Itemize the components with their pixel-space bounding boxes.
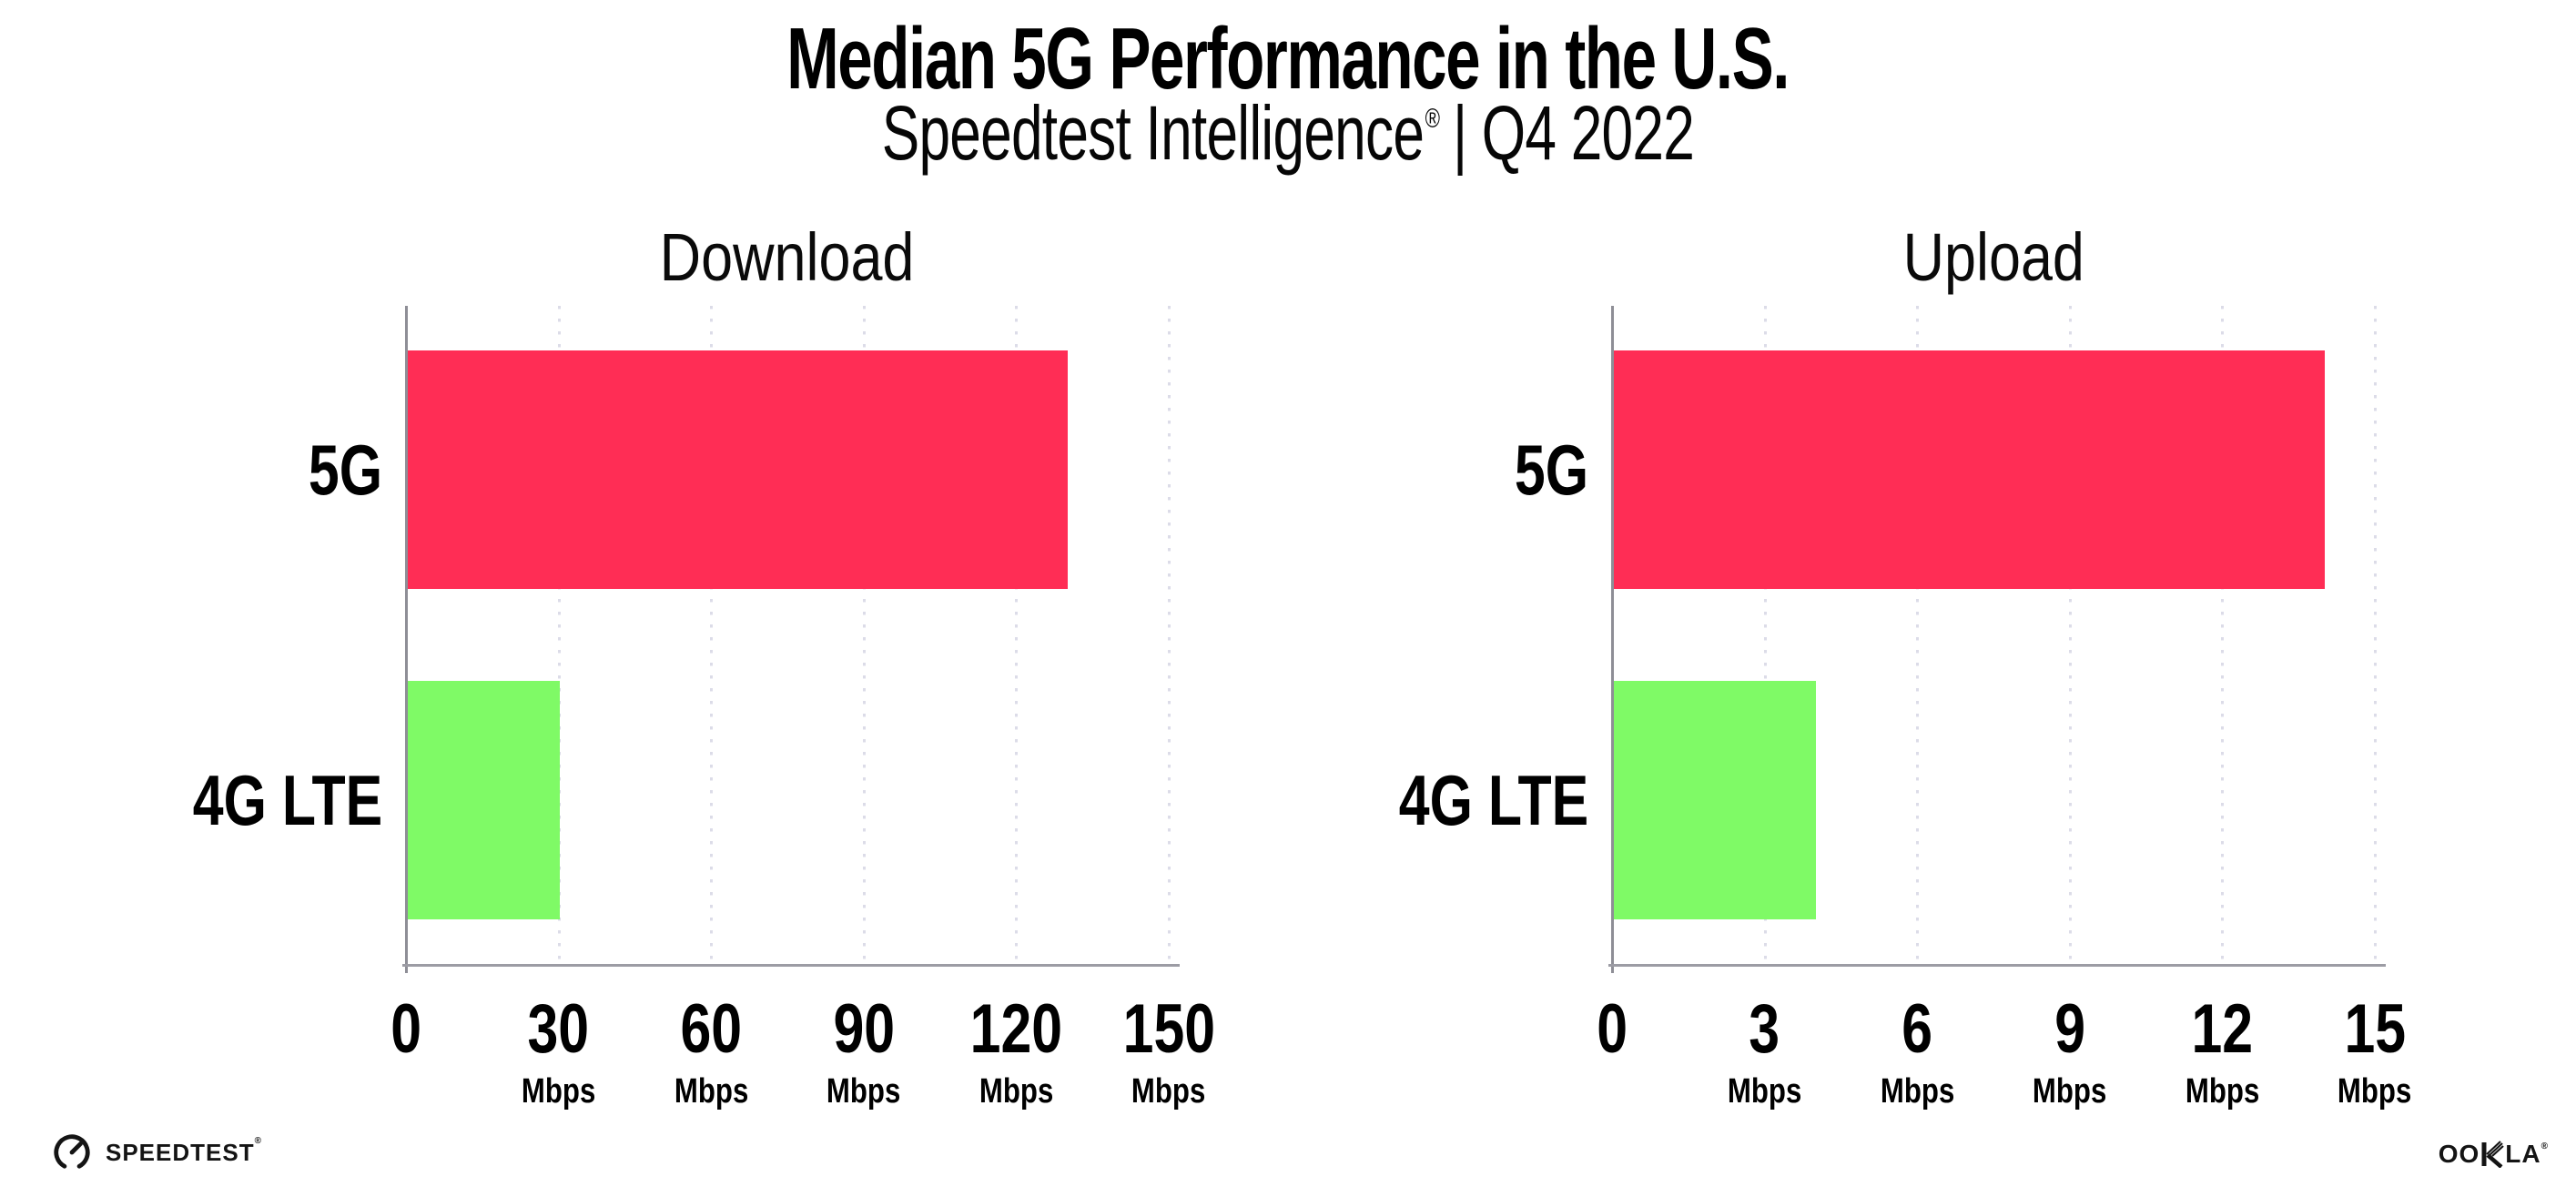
chart-download: Download 0 30 Mbps 60 Mbps 90 Mbps 120 Mbps 150 Mb… bbox=[124, 209, 1215, 1120]
chart-title: Upload bbox=[1902, 219, 2084, 295]
x-tick-value: 6 bbox=[1902, 990, 1933, 1068]
x-tick-0: 0 bbox=[324, 995, 488, 1064]
category-label-4g-lte: 4G LTE bbox=[192, 760, 382, 840]
x-tick-value: 60 bbox=[680, 990, 742, 1068]
subtitle-brand: Speedtest Intelligence bbox=[881, 90, 1425, 176]
x-tick-120: 120 Mbps bbox=[934, 990, 1098, 1111]
y-axis-line bbox=[1611, 306, 1614, 973]
y-axis-line bbox=[405, 306, 408, 973]
plot-area bbox=[402, 306, 1180, 973]
x-tick-value: 150 bbox=[1122, 990, 1215, 1068]
x-tick-unit: Mbps bbox=[2033, 1072, 2107, 1111]
gridline bbox=[557, 306, 561, 966]
x-tick-value: 9 bbox=[2054, 990, 2085, 1068]
gridline bbox=[1763, 306, 1767, 966]
plot-area bbox=[1608, 306, 2386, 973]
x-axis-line bbox=[402, 964, 1180, 967]
bar-4g-lte bbox=[1613, 681, 1817, 919]
x-axis-line bbox=[1608, 964, 2386, 967]
subtitle-divider: | bbox=[1453, 90, 1467, 176]
x-tick-unit: Mbps bbox=[521, 1072, 596, 1111]
bar-5g bbox=[407, 350, 1069, 589]
speedtest-logo: SPEEDTEST® bbox=[51, 1131, 262, 1173]
x-tick-value: 3 bbox=[1749, 990, 1780, 1068]
x-tick-unit: Mbps bbox=[1131, 1072, 1206, 1111]
category-label-5g: 5G bbox=[1514, 430, 1588, 510]
registered-mark-icon: ® bbox=[1425, 104, 1440, 134]
x-tick-value: 0 bbox=[1597, 990, 1628, 1068]
registered-mark-icon: ® bbox=[2541, 1141, 2549, 1151]
x-tick-3: 3 Mbps bbox=[1683, 990, 1847, 1111]
x-tick-6: 6 Mbps bbox=[1835, 990, 1999, 1111]
bar-5g bbox=[1613, 350, 2326, 589]
gridline bbox=[2374, 306, 2377, 966]
chart-title: Download bbox=[660, 219, 915, 295]
x-tick-unit: Mbps bbox=[979, 1072, 1054, 1111]
x-tick-value: 90 bbox=[832, 990, 895, 1068]
speedtest-gauge-icon bbox=[54, 1134, 90, 1171]
x-tick-unit: Mbps bbox=[2338, 1072, 2412, 1111]
x-tick-150: 150 Mbps bbox=[1087, 990, 1251, 1111]
subtitle-period: Q4 2022 bbox=[1481, 90, 1695, 176]
x-tick-value: 30 bbox=[527, 990, 590, 1068]
x-tick-9: 9 Mbps bbox=[1988, 990, 2152, 1111]
bar-4g-lte bbox=[407, 681, 560, 919]
x-tick-0: 0 bbox=[1530, 995, 1694, 1064]
x-tick-value: 0 bbox=[390, 990, 421, 1068]
x-tick-60: 60 Mbps bbox=[629, 990, 793, 1111]
x-tick-unit: Mbps bbox=[1880, 1072, 1954, 1111]
x-tick-12: 12 Mbps bbox=[2140, 990, 2304, 1111]
gridline bbox=[2068, 306, 2072, 966]
gridline bbox=[1015, 306, 1019, 966]
gridline bbox=[1168, 306, 1171, 966]
page-title-text: Median 5G Performance in the U.S. bbox=[786, 10, 1790, 107]
page-title: Median 5G Performance in the U.S. bbox=[0, 9, 2576, 109]
x-tick-15: 15 Mbps bbox=[2293, 990, 2457, 1111]
category-label-5g: 5G bbox=[308, 430, 382, 510]
ookla-k-icon bbox=[2481, 1141, 2505, 1168]
gridline bbox=[710, 306, 714, 966]
ookla-logo: OO LA ® bbox=[2439, 1140, 2549, 1169]
x-tick-90: 90 Mbps bbox=[782, 990, 946, 1111]
registered-mark-icon: ® bbox=[254, 1135, 262, 1146]
speedtest-wordmark: SPEEDTEST® bbox=[106, 1135, 262, 1166]
x-tick-value: 12 bbox=[2191, 990, 2254, 1068]
x-tick-unit: Mbps bbox=[1727, 1072, 1802, 1111]
x-tick-unit: Mbps bbox=[674, 1072, 748, 1111]
gridline bbox=[1916, 306, 1920, 966]
x-tick-unit: Mbps bbox=[2185, 1072, 2260, 1111]
x-tick-value: 120 bbox=[969, 990, 1063, 1068]
ookla-wordmark: OO LA ® bbox=[2438, 1140, 2549, 1168]
page-subtitle: Speedtest Intelligence® | Q4 2022 bbox=[0, 89, 2576, 178]
x-tick-unit: Mbps bbox=[827, 1072, 901, 1111]
chart-upload: Upload 0 3 Mbps 6 Mbps 9 Mbps 12 Mbps 15 Mbps 5G 4G … bbox=[1330, 209, 2412, 1120]
gridline bbox=[2221, 306, 2225, 966]
gridline bbox=[862, 306, 866, 966]
category-label-4g-lte: 4G LTE bbox=[1398, 760, 1588, 840]
x-tick-30: 30 Mbps bbox=[477, 990, 641, 1111]
x-tick-value: 15 bbox=[2344, 990, 2406, 1068]
